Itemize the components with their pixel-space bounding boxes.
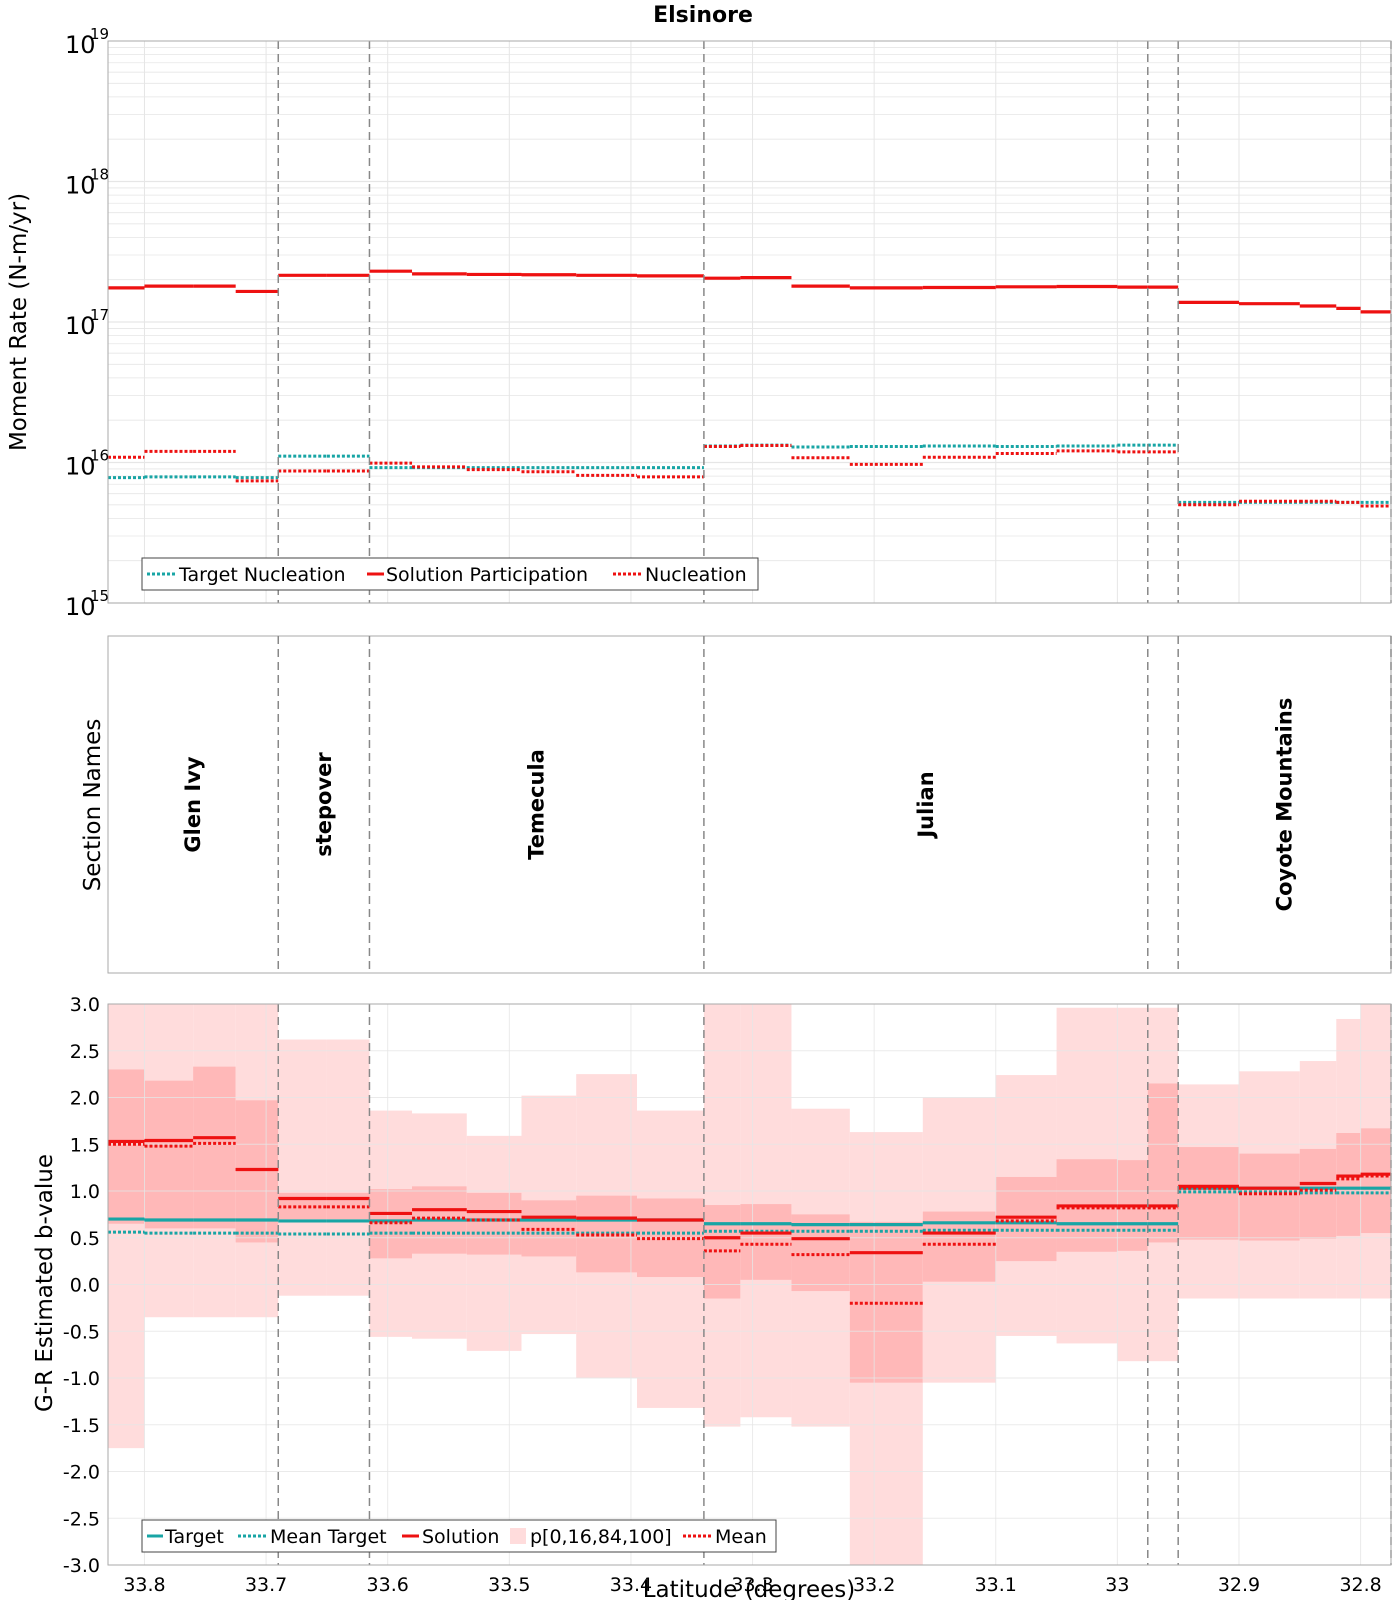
bvalue-tick-label: -2.5 <box>63 1508 100 1530</box>
sections-panel-boundaries <box>277 636 1392 973</box>
moment-tick-base: 10 <box>65 31 96 59</box>
legend-label-mean-target: Mean Target <box>270 1526 387 1548</box>
moment-tick-exponent: 19 <box>90 25 109 43</box>
latitude-tick-label: 33.6 <box>367 1574 409 1596</box>
bvalue-y-axis-ticks: 3.0 2.5 2.0 1.5 1.0 0.5 0.0 -0.5 -1.0 -1.5 -2.0 -2.… <box>63 994 100 1577</box>
percentile-band-16-84 <box>1147 1083 1179 1243</box>
bvalue-tick-label: 1.0 <box>70 1181 100 1203</box>
legend-label-solution: Solution <box>422 1526 499 1548</box>
latitude-tick-label: 33.2 <box>853 1574 895 1596</box>
latitude-tick-label: 33.4 <box>610 1574 652 1596</box>
percentile-band-16-84 <box>791 1214 850 1292</box>
moment-legend: Target Nucleation Solution Participation… <box>141 557 759 591</box>
section-label: stepover <box>312 752 336 857</box>
bvalue-y-axis-label: G-R Estimated b-value <box>32 1154 58 1412</box>
percentile-band-16-84 <box>995 1176 1057 1262</box>
bvalue-tick-label: -1.5 <box>63 1415 100 1437</box>
latitude-tick-label: 33.1 <box>975 1574 1017 1596</box>
legend-label-solution-participation: Solution Participation <box>386 564 588 586</box>
moment-y-axis-label: Moment Rate (N-m/yr) <box>6 193 32 451</box>
moment-panel-series <box>108 269 1391 508</box>
bvalue-tick-label: -0.5 <box>63 1321 100 1343</box>
latitude-tick-label: 33.3 <box>731 1574 773 1596</box>
bvalue-tick-label: 1.5 <box>70 1134 100 1156</box>
percentile-band-0-100 <box>326 1039 370 1296</box>
sections-y-axis-label: Section Names <box>80 719 106 892</box>
latitude-tick-label: 32.8 <box>1339 1574 1381 1596</box>
bvalue-panel-series <box>108 1136 1391 1305</box>
bvalue-legend-box <box>141 1519 777 1553</box>
bvalue-panel-grid <box>108 1003 1391 1566</box>
legend-label-target: Target <box>164 1526 224 1548</box>
moment-tick-exponent: 17 <box>90 306 109 324</box>
moment-panel-grid <box>108 41 1391 604</box>
moment-tick-base: 10 <box>65 172 96 200</box>
moment-tick-base: 10 <box>65 593 96 621</box>
latitude-tick-label: 32.9 <box>1218 1574 1260 1596</box>
bvalue-panel-frame <box>107 1003 1392 1566</box>
percentile-band-16-84 <box>740 1204 792 1280</box>
moment-tick-exponent: 18 <box>90 166 109 184</box>
percentile-band-0-100 <box>278 1039 327 1296</box>
percentile-band-16-84 <box>1238 1153 1300 1241</box>
latitude-tick-label: 33.7 <box>245 1574 287 1596</box>
percentile-band-16-84 <box>1336 1133 1361 1236</box>
bvalue-tick-label: -1.0 <box>63 1368 100 1390</box>
percentile-band-16-84 <box>108 1069 145 1224</box>
latitude-x-axis-ticks: 33.8 33.7 33.6 33.5 33.4 33.3 33.2 33.1 33 32.9 32… <box>123 1574 1381 1596</box>
percentile-band-16-84 <box>466 1192 522 1255</box>
latitude-tick-label: 33 <box>1105 1574 1129 1596</box>
bvalue-tick-label: 0.5 <box>70 1228 100 1250</box>
bvalue-tick-label: -3.0 <box>63 1555 100 1577</box>
legend-label-mean: Mean <box>715 1526 767 1548</box>
percentile-band-16-84 <box>193 1066 236 1229</box>
moment-tick-base: 10 <box>65 312 96 340</box>
bvalue-tick-label: 2.5 <box>70 1041 100 1063</box>
latitude-tick-label: 33.8 <box>123 1574 165 1596</box>
bvalue-tick-label: -2.0 <box>63 1462 100 1484</box>
moment-panel-frame <box>107 40 1392 604</box>
legend-label-percentiles: p[0,16,84,100] <box>530 1526 672 1548</box>
bvalue-tick-label: 2.0 <box>70 1088 100 1110</box>
legend-label-target-nucleation: Target Nucleation <box>178 564 346 586</box>
legend-label-nucleation: Nucleation <box>645 564 747 586</box>
moment-tick-exponent: 16 <box>90 447 109 465</box>
moment-legend-box <box>141 557 759 591</box>
percentile-band-16-84 <box>144 1080 194 1229</box>
bvalue-tick-label: 0.0 <box>70 1275 100 1297</box>
section-label: Julian <box>914 771 938 839</box>
latitude-tick-label: 33.5 <box>488 1574 530 1596</box>
section-name-labels: Glen Ivy stepover Temecula Julian Coyote Mou… <box>181 698 1296 912</box>
x-axis-label: Latitude (degrees) <box>643 1577 856 1600</box>
legend-swatch-percentiles <box>510 1528 526 1544</box>
chart-title: Elsinore <box>653 3 753 28</box>
section-label: Coyote Mountains <box>1273 698 1297 912</box>
moment-tick-exponent: 15 <box>90 587 109 605</box>
bvalue-tick-label: 3.0 <box>70 994 100 1016</box>
moment-tick-base: 10 <box>65 453 96 481</box>
sections-panel-frame <box>107 635 1392 974</box>
section-label: Temecula <box>525 749 549 860</box>
section-label: Glen Ivy <box>181 756 205 852</box>
percentile-band-16-84 <box>1360 1128 1391 1234</box>
bvalue-legend: Target Mean Target Solution p[0,16,84,10… <box>141 1519 777 1553</box>
